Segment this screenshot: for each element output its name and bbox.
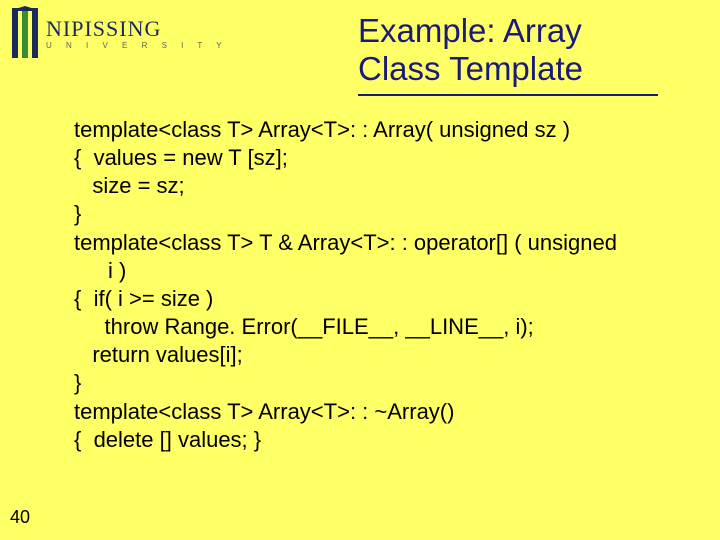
code-block: template<class T> Array<T>: : Array( uns… — [74, 116, 690, 454]
code-line: i ) — [74, 257, 690, 285]
code-line: template<class T> Array<T>: : ~Array() — [74, 398, 690, 426]
logo-text: NIPISSING U N I V E R S I T Y — [46, 18, 228, 50]
code-line: template<class T> T & Array<T>: : operat… — [74, 229, 690, 257]
code-line: size = sz; — [74, 172, 690, 200]
code-line: { values = new T [sz]; — [74, 144, 690, 172]
code-line: throw Range. Error(__FILE__, __LINE__, i… — [74, 313, 690, 341]
code-line: } — [74, 369, 690, 397]
title-underline — [358, 94, 658, 96]
code-line: } — [74, 200, 690, 228]
page-number: 40 — [10, 507, 30, 528]
logo-name: NIPISSING — [46, 18, 228, 40]
code-line: { delete [] values; } — [74, 426, 690, 454]
slide-title: Example: Array Class Template — [358, 12, 583, 88]
code-line: return values[i]; — [74, 341, 690, 369]
code-line: { if( i >= size ) — [74, 285, 690, 313]
logo-mark-icon — [10, 6, 40, 62]
code-line: template<class T> Array<T>: : Array( uns… — [74, 116, 690, 144]
logo-subtitle: U N I V E R S I T Y — [46, 42, 228, 50]
title-line2: Class Template — [358, 50, 583, 88]
title-line1: Example: Array — [358, 12, 583, 50]
logo: NIPISSING U N I V E R S I T Y — [10, 6, 228, 62]
